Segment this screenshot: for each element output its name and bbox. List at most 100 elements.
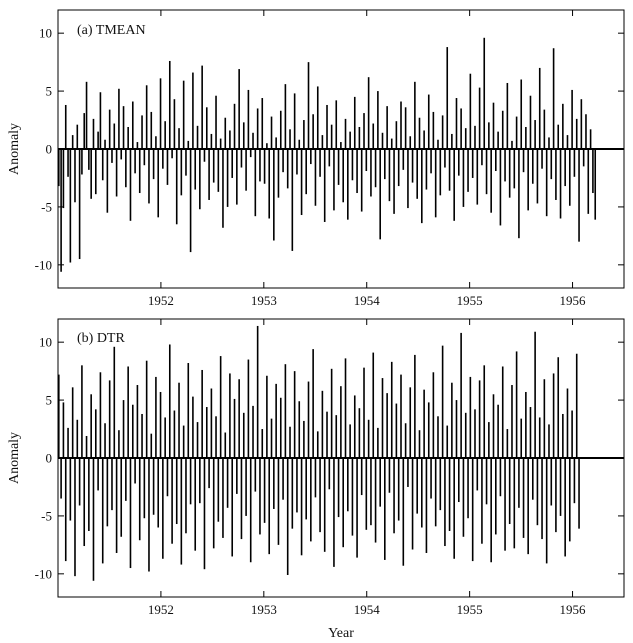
panel-a-bar	[455, 98, 458, 149]
panel-a-bar	[453, 149, 455, 221]
panel-b-bar	[444, 458, 446, 547]
panel-a-bar	[448, 149, 451, 191]
panel-b-bar	[108, 380, 111, 458]
panel-b-bar	[365, 458, 368, 530]
panel-b-bar	[242, 412, 245, 458]
panel-b-y-tick-label: 5	[46, 393, 53, 408]
panel-a-bar	[566, 135, 569, 149]
panel-b-bar	[437, 416, 439, 458]
panel-a-bar	[363, 113, 365, 149]
panel-b-bar	[441, 345, 444, 458]
panel-a-bar	[534, 120, 536, 149]
panel-b-bar	[421, 458, 423, 528]
panel-a-bar	[538, 67, 541, 149]
panel-a-bar	[303, 120, 305, 149]
panel-a-x-ticks: 1952 1953 1954 1955 1956	[148, 10, 586, 308]
panel-b-bar	[62, 402, 65, 458]
panel-a-bar	[319, 149, 321, 177]
panel-b-bar	[316, 431, 319, 458]
panel-b-bar	[247, 359, 250, 458]
panel-a-bar	[367, 77, 370, 149]
panel-b-bar	[550, 458, 553, 506]
panel-b-bar	[85, 435, 88, 458]
panel-a-bar	[261, 98, 264, 149]
panel-a-bar	[88, 149, 90, 170]
panel-b-x-tick-label: 1952	[148, 602, 174, 617]
panel-a-bar	[478, 87, 481, 149]
panel-a-bar	[62, 149, 65, 209]
panel-b-bar	[568, 458, 571, 542]
panel-a-tmean: (a) TMEAN Anomaly -10 -5 0 5 10 1952 1953 1954…	[7, 9, 625, 308]
panel-b-bar	[508, 458, 511, 525]
panel-a-bar	[400, 101, 402, 149]
panel-a-bar	[296, 149, 298, 175]
panel-a-bar	[104, 139, 106, 149]
panel-a-bar	[506, 82, 509, 149]
panel-a-bar	[552, 48, 555, 150]
panel-a-bar	[529, 95, 532, 149]
panel-a-bar	[286, 149, 289, 189]
panel-b-bar	[196, 422, 199, 458]
panel-a-bar	[305, 149, 307, 195]
panel-a-bar	[113, 123, 116, 149]
panel-b-bar	[483, 365, 486, 458]
panel-a-bar	[564, 149, 566, 187]
panel-b-bar	[240, 458, 243, 540]
panel-a-bar	[365, 149, 368, 172]
panel-b-bar	[212, 458, 215, 549]
panel-a-bar	[314, 149, 317, 206]
panel-a-bar	[536, 149, 539, 204]
panel-a-bar	[427, 94, 430, 149]
panel-b-bar	[344, 358, 347, 458]
panel-a-bar	[335, 100, 338, 149]
panel-a-bar	[187, 140, 190, 149]
panel-a-bar	[499, 149, 502, 226]
panel-b-bar	[307, 381, 310, 458]
panel-b-bar	[504, 458, 506, 551]
panel-b-bar	[78, 458, 81, 506]
panel-b-bar	[270, 418, 273, 458]
panel-a-bar	[414, 81, 416, 149]
panel-a-bar	[370, 149, 372, 197]
panel-a-bar	[67, 149, 69, 177]
panel-b-bar	[231, 458, 234, 557]
panel-a-bar	[330, 124, 333, 149]
panel-a-bar	[134, 149, 136, 174]
panel-b-bar	[266, 375, 268, 458]
panel-a-bar	[226, 149, 229, 207]
panel-b-bar	[178, 382, 180, 458]
panel-b-bar	[284, 364, 287, 458]
panel-b-bar	[67, 427, 69, 458]
panel-a-bar	[513, 149, 516, 189]
panel-a-bar	[141, 115, 143, 149]
panel-b-bar	[131, 404, 134, 458]
panel-a-bar	[568, 149, 571, 206]
panel-a-bar	[291, 149, 294, 251]
panel-a-bar	[217, 149, 220, 192]
panel-a-bar	[404, 107, 407, 149]
panel-b-bar	[513, 458, 516, 549]
panel-b-bar	[386, 393, 388, 458]
panel-a-bar	[451, 133, 453, 149]
panel-b-bar	[118, 430, 120, 458]
panel-a-y-tick-label: -5	[41, 199, 52, 214]
panel-b-bar	[210, 388, 213, 458]
panel-a-x-tick-label: 1952	[148, 293, 174, 308]
panel-a-bar	[58, 149, 60, 187]
panel-a-bar	[340, 142, 342, 149]
panel-a-bar	[578, 149, 580, 242]
panel-a-x-tick-label: 1956	[560, 293, 587, 308]
panel-a-bar	[501, 110, 504, 149]
panel-b-bar	[356, 458, 358, 558]
panel-b-bar	[252, 405, 254, 459]
panel-a-bar	[464, 128, 467, 149]
panel-b-bar	[481, 458, 483, 544]
panel-b-bar	[506, 429, 509, 458]
panel-b-bar	[427, 402, 430, 458]
panel-b-bar	[379, 458, 381, 507]
panel-a-bar	[192, 72, 194, 149]
panel-a-bar	[525, 126, 527, 149]
panel-b-bar	[125, 458, 127, 501]
panel-a-bar	[150, 111, 153, 149]
panel-b-y-tick-label: -10	[35, 566, 52, 581]
